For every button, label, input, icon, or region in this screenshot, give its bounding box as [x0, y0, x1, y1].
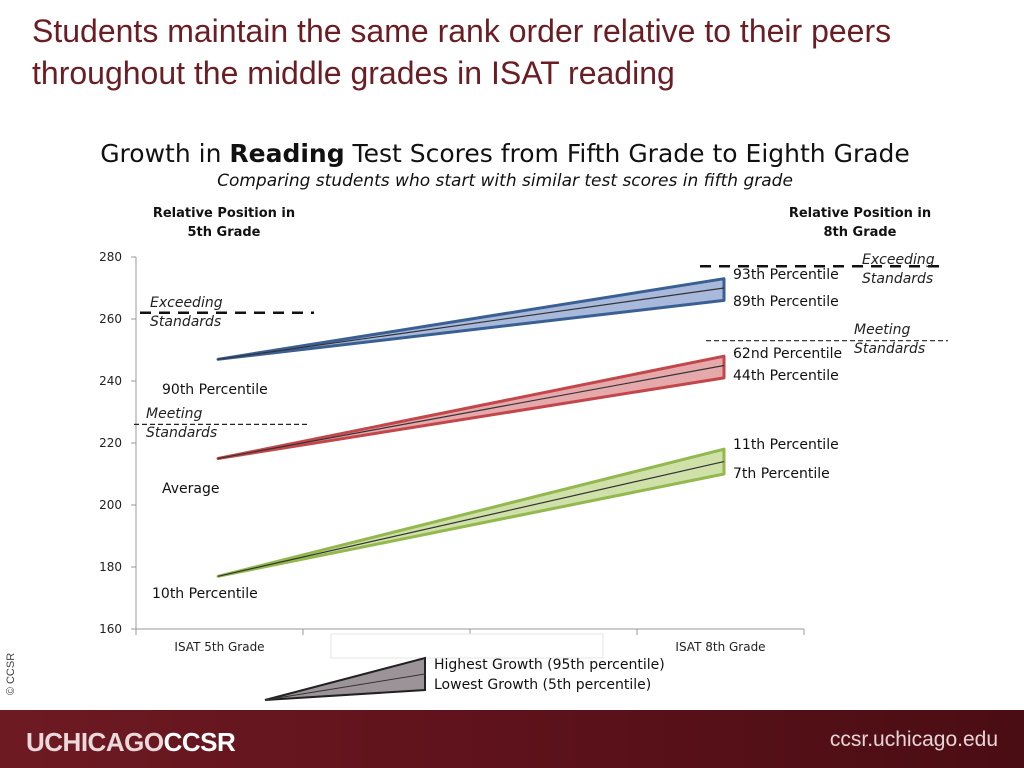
legend-wedge — [264, 656, 426, 701]
legend-low-label: Lowest Growth (5th percentile) — [434, 677, 651, 693]
copyright-text: © CCSR — [5, 652, 17, 696]
exceeding-standards-label-5th: Exceeding — [150, 295, 223, 311]
x-tick-label: ISAT 5th Grade — [174, 640, 264, 654]
slide-title: Students maintain the same rank order re… — [32, 13, 892, 91]
x-tick-label: ISAT 8th Grade — [675, 640, 765, 654]
y-tick-label: 220 — [99, 436, 122, 450]
low-growth-percentile-label: 7th Percentile — [733, 466, 830, 482]
legend-high-label: Highest Growth (95th percentile) — [434, 657, 665, 673]
meeting-standards-label-8th-line2: Standards — [854, 341, 925, 357]
chart-title-pre: Growth in — [100, 139, 230, 168]
y-tick-label: 160 — [99, 622, 122, 636]
low-growth-percentile-label: 89th Percentile — [733, 294, 839, 310]
legend-median-line — [264, 673, 426, 701]
start-position-label: 90th Percentile — [162, 382, 268, 398]
growth-chart: 160 180 200 220 240 260 280 ISAT 5th Grade ISAT … — [99, 250, 948, 701]
growth-wedge — [216, 447, 726, 578]
high-growth-percentile-label: 62nd Percentile — [733, 346, 842, 362]
median-growth-line — [217, 364, 725, 460]
growth-wedge — [216, 277, 726, 361]
y-tick-label: 280 — [99, 250, 122, 264]
y-tick-label: 180 — [99, 560, 122, 574]
start-position-label: 10th Percentile — [152, 586, 258, 602]
exceeding-standards-label-8th: Exceeding — [862, 252, 935, 268]
logo-text-ccsr: CCSR — [163, 727, 236, 757]
right-position-header-line1: Relative Position in — [788, 206, 932, 221]
logo-text-uchicago: UCHICAGO — [26, 727, 164, 757]
chart-title-post: Test Scores from Fifth Grade to Eighth G… — [344, 139, 910, 168]
meeting-standards-label-8th: Meeting — [854, 322, 911, 338]
growth-wedge — [216, 354, 726, 460]
y-tick-label: 240 — [99, 374, 122, 388]
high-growth-percentile-label: 11th Percentile — [733, 437, 839, 453]
high-growth-percentile-label: 93th Percentile — [733, 267, 839, 283]
y-tick-label: 260 — [99, 312, 122, 326]
right-position-header: Relative Position in 8th Grade — [760, 204, 960, 242]
left-position-header-line1: Relative Position in — [152, 206, 296, 221]
low-growth-percentile-label: 44th Percentile — [733, 368, 839, 384]
median-growth-line — [217, 461, 725, 577]
footer-url[interactable]: ccsr.uchicago.edu — [829, 728, 998, 751]
meeting-standards-label-5th: Meeting — [146, 406, 203, 422]
uchicago-ccsr-logo: UCHICAGOCCSR — [26, 727, 236, 758]
exceeding-standards-label-8th-line2: Standards — [862, 271, 933, 287]
median-growth-line — [217, 287, 725, 360]
left-position-header-line2: 5th Grade — [187, 225, 261, 240]
chart-subtitle: Comparing students who start with simila… — [217, 171, 793, 191]
meeting-standards-label-5th-line2: Standards — [146, 425, 217, 441]
left-position-header: Relative Position in 5th Grade — [124, 204, 324, 242]
chart-title: Growth in Reading Test Scores from Fifth… — [0, 139, 1010, 168]
footer-bar: UCHICAGOCCSR ccsr.uchicago.edu — [0, 710, 1024, 768]
exceeding-standards-label-5th-line2: Standards — [150, 314, 221, 330]
y-tick-label: 200 — [99, 498, 122, 512]
chart-title-bold: Reading — [229, 139, 345, 168]
legend-background — [330, 633, 604, 659]
start-position-label: Average — [162, 481, 220, 497]
right-position-header-line2: 8th Grade — [823, 225, 897, 240]
